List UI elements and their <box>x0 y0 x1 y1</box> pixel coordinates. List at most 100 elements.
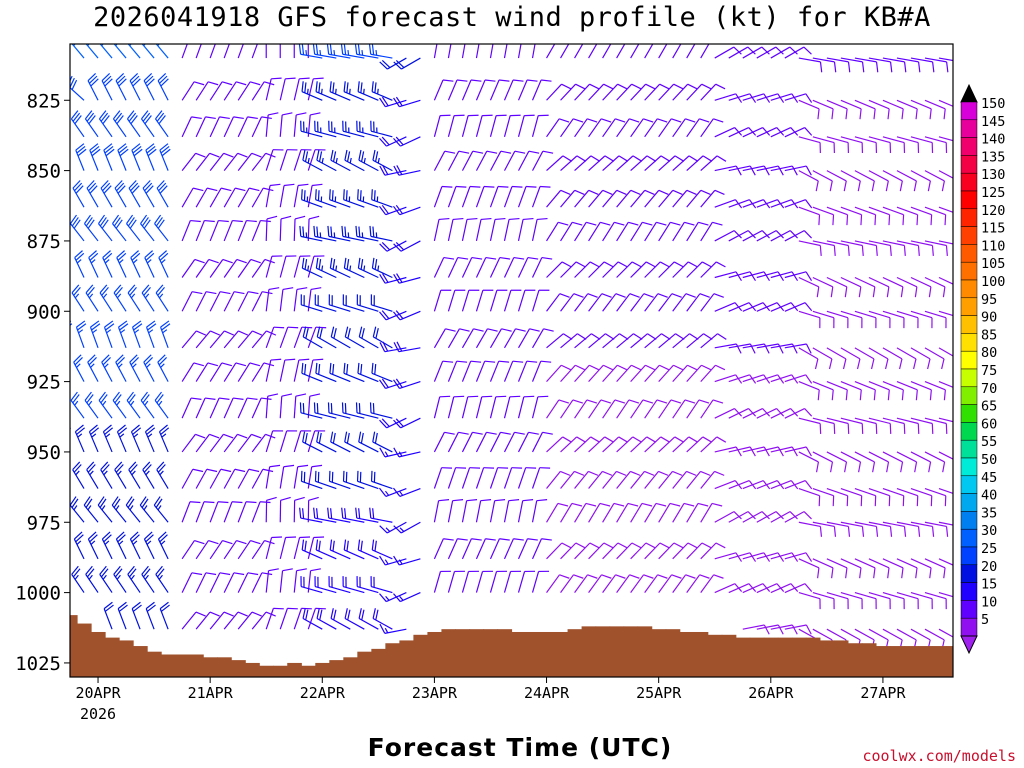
terrain-column <box>91 631 106 677</box>
wind-barb <box>938 57 953 62</box>
wind-barb <box>840 347 861 370</box>
wind-barb <box>293 358 310 382</box>
wind-barb <box>181 81 205 101</box>
wind-barb <box>461 360 482 382</box>
wind-barb <box>154 214 169 242</box>
wind-barb <box>658 221 681 242</box>
wind-barb <box>588 364 614 383</box>
wind-barb <box>868 521 893 537</box>
wind-barb <box>307 255 325 278</box>
wind-barb <box>131 320 143 349</box>
wind-barb <box>938 240 953 245</box>
terrain-column <box>609 626 625 677</box>
wind-barb <box>630 189 655 208</box>
legend-label: 145 <box>981 114 1005 130</box>
plot-frame <box>69 43 954 678</box>
wind-barb <box>756 230 784 242</box>
wind-barb <box>826 310 849 329</box>
wind-barb <box>700 261 726 278</box>
wind-barb <box>129 73 141 101</box>
legend-swatch <box>960 546 978 566</box>
wind-barb <box>798 487 821 507</box>
terrain-column <box>315 662 330 677</box>
wind-barb <box>854 592 877 610</box>
wind-barb <box>293 568 307 593</box>
wind-barb <box>70 391 85 419</box>
wind-barb <box>307 536 325 559</box>
legend-label: 100 <box>981 274 1005 290</box>
wind-barb <box>71 565 85 593</box>
wind-barb <box>86 180 99 208</box>
source-credit[interactable]: coolwx.com/models <box>862 747 1016 765</box>
wind-barb <box>140 110 155 138</box>
wind-barb <box>868 558 890 579</box>
wind-barb <box>882 592 905 610</box>
wind-barb <box>503 150 526 171</box>
wind-barb <box>181 258 205 278</box>
wind-barb <box>812 487 835 507</box>
wind-barb <box>938 99 953 107</box>
wind-barb <box>896 276 918 298</box>
wind-barb <box>938 276 953 285</box>
wind-barb <box>279 326 299 349</box>
wind-barb <box>209 468 232 489</box>
wind-barb <box>209 330 235 349</box>
wind-barb <box>574 261 600 278</box>
wind-barb <box>379 378 407 389</box>
wind-barb <box>700 293 724 312</box>
terrain-column <box>567 629 583 677</box>
wind-barb <box>302 608 323 630</box>
wind-barb <box>143 354 155 382</box>
wind-barb <box>130 424 142 453</box>
wind-barb <box>924 136 948 153</box>
wind-barb <box>546 155 573 172</box>
wind-barb <box>826 592 849 610</box>
terrain-layer <box>70 615 953 677</box>
wind-barb <box>329 539 351 560</box>
wind-barb <box>826 276 848 298</box>
wind-barb <box>728 374 757 384</box>
wind-barb <box>209 540 233 560</box>
wind-barb <box>644 155 671 172</box>
wind-barb <box>798 592 821 610</box>
wind-barb <box>475 467 495 489</box>
wind-barb <box>517 499 534 523</box>
wind-barb <box>141 284 155 312</box>
wind-barb <box>316 431 337 453</box>
wind-barb <box>315 81 337 101</box>
wind-barb <box>355 225 379 242</box>
wind-barb <box>209 611 234 630</box>
wind-barb <box>369 507 393 523</box>
wind-barb <box>301 257 323 279</box>
wind-barb <box>115 73 127 101</box>
wind-barb <box>117 143 129 171</box>
wind-barb <box>700 155 727 172</box>
wind-barb <box>517 328 540 349</box>
wind-barb <box>447 467 467 489</box>
wind-barb <box>672 221 695 242</box>
wind-barb <box>99 44 113 59</box>
wind-barb <box>602 44 612 59</box>
wind-barb <box>588 293 612 312</box>
wind-barb <box>938 417 953 423</box>
wind-barb <box>630 470 655 489</box>
wind-barb <box>503 360 524 382</box>
wind-barb <box>237 501 257 523</box>
wind-barb <box>433 289 452 312</box>
wind-barb <box>461 499 478 523</box>
terrain-column <box>693 631 709 677</box>
legend-swatch <box>960 279 978 299</box>
wind-barb <box>531 467 551 489</box>
wind-barb <box>560 364 585 383</box>
wind-barb <box>616 293 640 312</box>
wind-barb <box>293 112 307 137</box>
wind-barb <box>251 501 271 523</box>
wind-barb <box>630 44 640 59</box>
wind-barb <box>588 574 612 593</box>
wind-barb <box>307 215 320 241</box>
wind-barb <box>475 185 495 208</box>
wind-barb <box>461 114 479 137</box>
wind-barb <box>144 424 156 453</box>
wind-barb <box>265 183 281 208</box>
wind-barb <box>560 436 586 453</box>
